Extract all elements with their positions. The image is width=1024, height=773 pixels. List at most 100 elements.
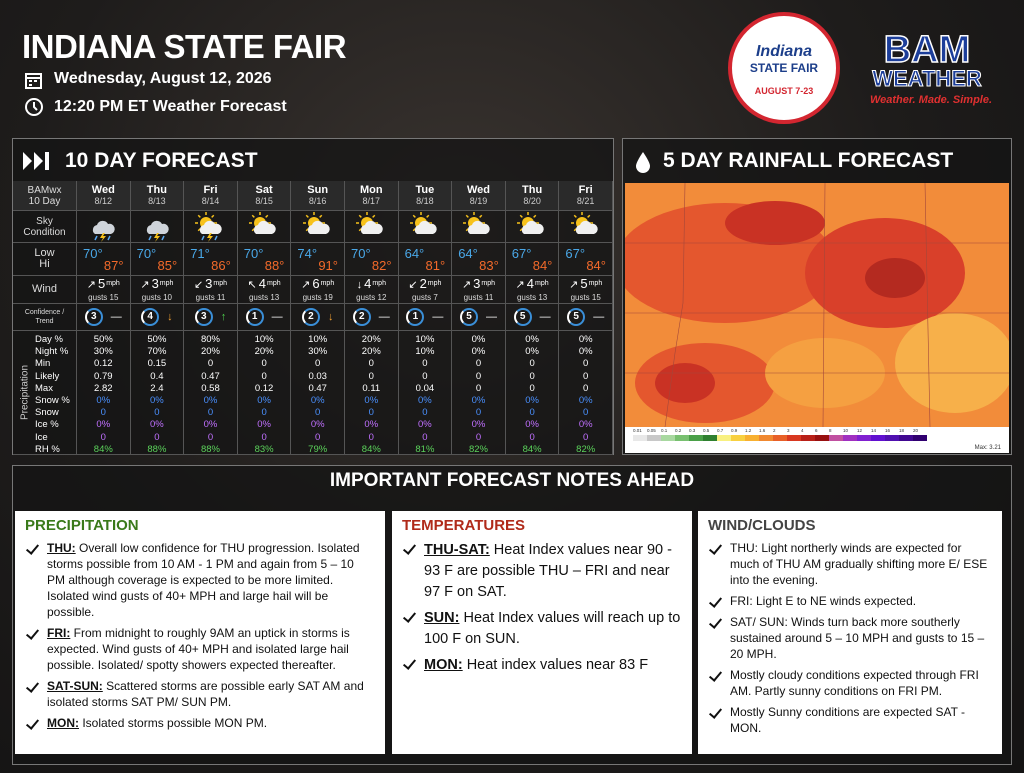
- precip-value: 0.4: [150, 370, 164, 382]
- day-header: Thu 8/13: [130, 181, 185, 211]
- wind-speed: 4: [526, 276, 534, 291]
- rain-max: Max: 3.21: [975, 445, 1002, 451]
- legend-label: 0.2: [675, 428, 682, 433]
- precip-value: 0%: [578, 394, 593, 406]
- cloud: [521, 220, 544, 234]
- sun-ray: [479, 214, 483, 218]
- precip-value: 0%: [203, 394, 218, 406]
- high-temp: 82°: [371, 258, 392, 273]
- wind-dir: ↗: [461, 279, 472, 291]
- note-lead: SUN:: [424, 610, 460, 626]
- conf-cell: 3 ↑: [184, 304, 238, 331]
- high-temp: 84°: [586, 258, 606, 273]
- temp-label: Low Hi: [13, 243, 77, 276]
- precip-value: 20%: [361, 334, 381, 345]
- low-temp: 70°: [136, 246, 157, 261]
- precip-value: 82%: [468, 443, 488, 455]
- fair-logo: Indiana STATE FAIR AUGUST 7-23: [728, 12, 840, 124]
- trend: —: [110, 311, 122, 323]
- legend-label: 0.3: [689, 428, 696, 433]
- sky-cell: [291, 211, 345, 243]
- wind-speed: 5: [580, 276, 588, 291]
- precip-value: 0: [422, 431, 428, 443]
- wind-cell: ↓ 4mph gusts 12: [344, 276, 399, 304]
- note-text: Overall low confidence for THU progressi…: [47, 541, 360, 619]
- sun-ray: [198, 214, 202, 218]
- day-name: Thu: [146, 184, 167, 196]
- legend-swatch: [675, 435, 689, 441]
- precip-value: 0%: [471, 394, 486, 406]
- precip-cell: 20% 20% 0 0 0.11 0% 0 0% 0 84%: [344, 331, 399, 455]
- sun-ray: [251, 214, 255, 218]
- sun-ray: [358, 214, 363, 218]
- wind-gusts: gusts 12: [356, 293, 387, 302]
- precip-value: 0.12: [254, 382, 274, 394]
- legend-swatch: [801, 435, 815, 441]
- precip-value: 10%: [308, 334, 328, 345]
- weather-icon: [409, 212, 437, 234]
- confidence: 5: [567, 308, 586, 326]
- precip-value: 0%: [525, 334, 539, 345]
- row-label: Condition: [23, 226, 66, 238]
- day-date: 8/12: [94, 196, 113, 206]
- wind-cell: ↗ 3mph gusts 11: [452, 276, 506, 304]
- precip-value: 50%: [93, 334, 113, 345]
- confidence: 1: [406, 308, 425, 326]
- confidence: 5: [459, 308, 478, 326]
- precip-value: 20%: [254, 346, 274, 358]
- wind-cell: ↗ 6mph gusts 19: [291, 276, 345, 304]
- sky-cell: [452, 211, 506, 243]
- row-label: Snow %: [35, 394, 70, 406]
- precip-value: 84%: [522, 443, 542, 455]
- day-header: Wed 8/19: [452, 181, 506, 211]
- weather-icon: [93, 220, 116, 242]
- fair-sub: STATE FAIR: [750, 61, 819, 75]
- precip-value: 0%: [525, 419, 539, 431]
- temp-cell: 70° 85°: [130, 243, 185, 276]
- precip-cell: 0% 0% 0 0 0 0% 0 0% 0 82%: [452, 331, 506, 455]
- precip-cell: 0% 0% 0 0 0 0% 0 0% 0 82%: [559, 331, 613, 455]
- cloud: [361, 220, 384, 234]
- precip-value: 0%: [364, 394, 379, 406]
- low-temp: 70°: [243, 246, 264, 261]
- wind-top: ↙ 2mph: [399, 277, 452, 292]
- corner-label: BAMwx: [27, 184, 62, 196]
- sun-ray: [466, 214, 470, 218]
- row-label: Night %: [35, 346, 69, 358]
- conf-cell: 3—: [77, 304, 131, 331]
- legend-swatch: [745, 435, 759, 441]
- legend-label: 12: [857, 428, 863, 433]
- precip-value: 0%: [578, 346, 593, 358]
- cloud: [575, 220, 598, 234]
- legend-swatch: [731, 435, 745, 441]
- day-header: Tue 8/18: [398, 181, 453, 211]
- wind-gusts: gusts 15: [88, 293, 119, 302]
- note-lead: THU:: [47, 541, 76, 555]
- precip-value: 0.47: [201, 370, 220, 382]
- weather-icon: [302, 212, 330, 234]
- day-name: Fri: [578, 184, 593, 196]
- precip-value: 0: [315, 431, 321, 443]
- trend: —: [539, 311, 551, 323]
- day-date: 8/21: [576, 196, 595, 206]
- wind-top: ↗ 6mph: [291, 277, 344, 292]
- row-label: Max: [35, 382, 53, 394]
- trend: —: [432, 311, 444, 323]
- precip-value: 30%: [308, 346, 328, 358]
- day-header: Mon 8/17: [344, 181, 399, 211]
- precip-value: 0: [261, 358, 267, 370]
- wind-gusts: gusts 15: [570, 293, 601, 302]
- confidence: 3: [194, 308, 213, 326]
- note-text: Mostly cloudy conditions expected throug…: [730, 668, 979, 698]
- sun-ray: [318, 214, 322, 218]
- legend-swatch: [829, 435, 843, 441]
- day-date: 8/15: [255, 196, 273, 206]
- note-lead: FRI:: [47, 626, 71, 640]
- conf-cell: 2 ↓: [291, 304, 345, 331]
- precip-value: 79%: [308, 443, 328, 455]
- precip-value: 0%: [257, 419, 271, 431]
- wind-unit: mph: [213, 280, 228, 287]
- day-date: 8/20: [523, 196, 541, 206]
- precip-value: 50%: [147, 334, 167, 345]
- note-item: Mostly Sunny conditions are expected SAT…: [708, 704, 992, 736]
